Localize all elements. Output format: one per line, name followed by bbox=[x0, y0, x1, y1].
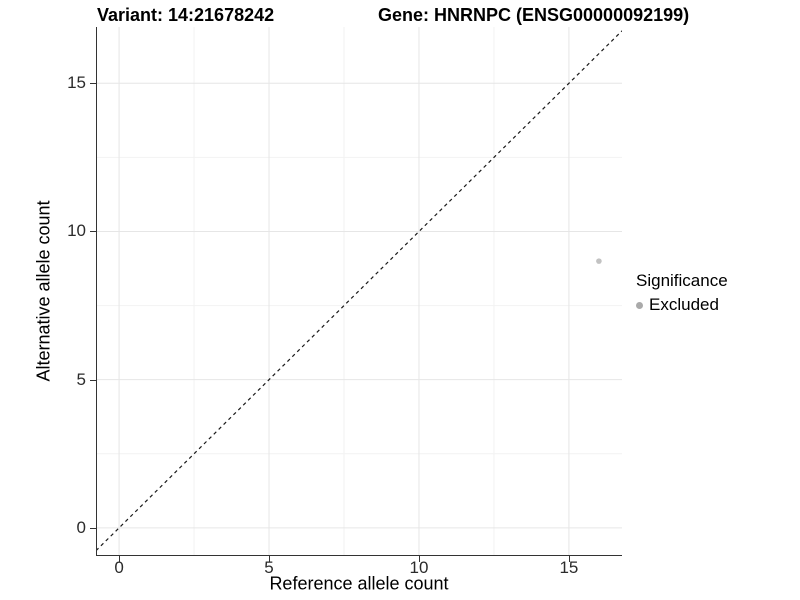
x-tick-mark bbox=[119, 556, 121, 562]
x-tick-label: 10 bbox=[409, 558, 429, 577]
legend: Significance Excluded bbox=[636, 271, 728, 315]
x-axis-line bbox=[96, 555, 622, 556]
x-tick-label: 15 bbox=[559, 558, 579, 577]
y-tick-label: 10 bbox=[67, 221, 86, 241]
y-tick-mark bbox=[90, 527, 96, 529]
legend-key-point-icon bbox=[636, 301, 643, 309]
x-axis-title: Reference allele count bbox=[269, 573, 449, 594]
x-tick-label: 0 bbox=[114, 558, 124, 577]
x-tick-label: 5 bbox=[264, 558, 274, 577]
plot-panel bbox=[96, 27, 622, 556]
identity-dashed-line bbox=[96, 30, 622, 552]
legend-item-excluded: Excluded bbox=[636, 295, 728, 315]
x-tick-mark bbox=[418, 556, 420, 562]
y-axis-line bbox=[96, 27, 97, 556]
legend-item-label: Excluded bbox=[649, 295, 719, 314]
y-tick-label: 5 bbox=[76, 369, 86, 389]
data-point bbox=[596, 258, 602, 264]
y-tick-mark bbox=[90, 379, 96, 381]
x-tick-mark bbox=[269, 556, 271, 562]
legend-title: Significance bbox=[636, 271, 728, 290]
x-tick-mark bbox=[568, 556, 570, 562]
y-tick-label: 0 bbox=[76, 517, 86, 537]
plot-title-variant: Variant: 14:21678242 bbox=[97, 5, 275, 25]
plot-title-gene: Gene: HNRNPC (ENSG00000092199) bbox=[378, 5, 690, 25]
y-tick-label: 15 bbox=[67, 73, 86, 93]
y-tick-mark bbox=[90, 83, 96, 85]
y-axis-title: Alternative allele count bbox=[33, 200, 54, 382]
y-tick-mark bbox=[90, 231, 96, 233]
